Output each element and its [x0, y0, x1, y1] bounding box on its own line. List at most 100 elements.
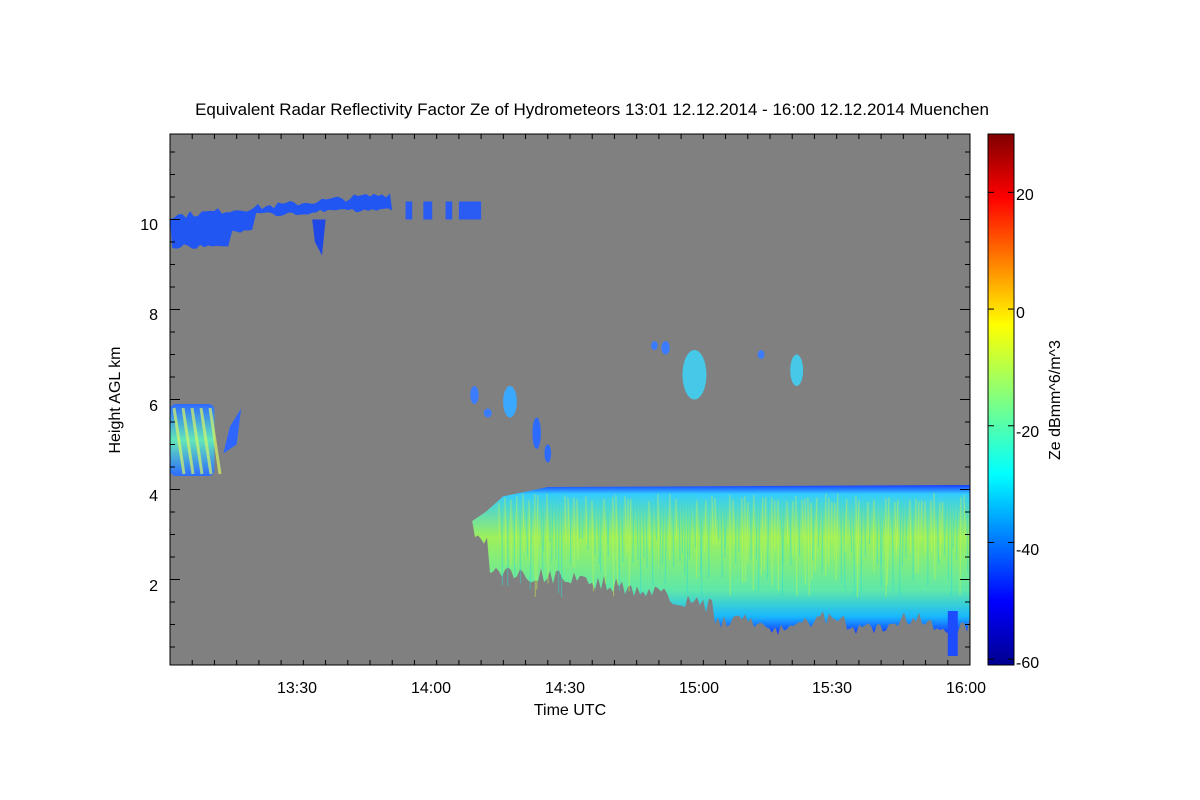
- fall-streak: [905, 496, 908, 559]
- y-tick-label: 6: [149, 398, 158, 415]
- fall-streak: [536, 494, 539, 590]
- cirrus-fragment-echo: [423, 201, 433, 220]
- fall-streak: [959, 497, 962, 595]
- fall-streak: [501, 502, 504, 586]
- fall-streak: [835, 493, 839, 581]
- mid-level-fragment-echo: [223, 408, 242, 454]
- fall-streak: [821, 499, 824, 573]
- fall-streak: [648, 501, 651, 551]
- fall-streak: [564, 495, 567, 543]
- fall-streak: [664, 497, 668, 584]
- generating-cell-echo: [532, 417, 541, 449]
- generating-cell-echo: [544, 444, 552, 463]
- fall-streak: [966, 494, 969, 573]
- fall-streak: [688, 494, 692, 560]
- fall-streak: [789, 495, 792, 566]
- fall-streak: [528, 500, 531, 562]
- x-tick-label: 15:30: [812, 680, 852, 697]
- fall-streak: [642, 500, 645, 558]
- fall-streak: [540, 495, 544, 571]
- fall-streak: [522, 493, 525, 552]
- cirrus-fragment-echo: [445, 201, 453, 220]
- fall-streak: [864, 500, 867, 557]
- fall-streak: [849, 502, 853, 552]
- fall-streak: [606, 496, 609, 557]
- fall-streak: [901, 493, 905, 567]
- generating-cell-echo: [682, 350, 707, 400]
- fall-streak: [675, 499, 678, 540]
- fall-streak: [909, 500, 912, 553]
- generating-cell-echo: [470, 386, 479, 404]
- fall-streak: [591, 500, 595, 592]
- fall-streak: [814, 497, 818, 572]
- fall-streak: [699, 500, 703, 597]
- x-tick-label: 15:00: [679, 680, 719, 697]
- cirrus-fragment-echo: [458, 201, 482, 220]
- fall-streak: [817, 500, 821, 548]
- fall-streak: [525, 502, 529, 557]
- fall-streak: [700, 499, 704, 572]
- surface-precip-echo: [947, 611, 958, 656]
- fall-streak: [894, 502, 898, 555]
- y-tick-label: 10: [140, 217, 158, 234]
- fall-streak: [550, 495, 554, 562]
- fall-streak: [952, 500, 956, 549]
- y-tick-label: 4: [149, 488, 158, 505]
- x-tick-label: 14:00: [411, 680, 451, 697]
- fall-streak: [581, 502, 584, 540]
- x-tick-labels: 13:30 14:00 14:30 15:00 15:30 16:00: [277, 680, 986, 697]
- fall-streak: [615, 494, 619, 585]
- fall-streak: [855, 495, 858, 567]
- y-axis-label: Height AGL km: [107, 346, 124, 453]
- fall-streak: [672, 500, 675, 567]
- generating-cell-echo: [790, 354, 804, 386]
- fall-streak: [933, 493, 936, 580]
- y-tick-labels: 2 4 6 8 10: [140, 217, 158, 595]
- axis-ticks: [169, 134, 971, 665]
- fall-streak: [741, 497, 744, 583]
- fall-streak: [618, 494, 620, 591]
- fall-streak: [711, 495, 714, 545]
- cell-streak: [199, 407, 213, 475]
- fall-streak: [868, 494, 872, 545]
- colorbar: [987, 133, 1015, 666]
- fall-streak: [896, 499, 899, 548]
- fall-streak: [681, 493, 684, 554]
- fall-streak: [639, 502, 642, 595]
- fall-streak: [723, 501, 726, 559]
- fall-streak: [786, 501, 789, 544]
- echo-layer: [170, 193, 970, 656]
- fall-streak: [760, 497, 764, 575]
- x-tick-label: 14:30: [545, 680, 585, 697]
- fall-streak: [840, 494, 843, 584]
- fall-streak: [657, 493, 661, 582]
- fall-streak: [632, 495, 635, 563]
- fall-streak: [898, 497, 902, 598]
- fall-streak: [781, 502, 785, 596]
- fall-streak: [891, 497, 894, 590]
- cell-streak: [190, 407, 204, 475]
- colorbar-tick-label: -40: [1016, 542, 1039, 559]
- fall-streak: [651, 501, 654, 587]
- fall-streak: [724, 500, 728, 548]
- fall-streak: [795, 496, 798, 596]
- fall-streak: [947, 493, 950, 580]
- fall-streak: [686, 493, 689, 593]
- fall-streak: [917, 501, 920, 574]
- fall-streak: [717, 500, 720, 540]
- fall-streak: [645, 502, 648, 568]
- generating-cell-echo: [661, 341, 670, 355]
- fall-streak: [852, 494, 856, 596]
- cell-streak: [208, 407, 222, 475]
- fall-streak: [661, 497, 665, 564]
- fall-streak: [515, 495, 518, 566]
- fall-streak: [659, 502, 662, 581]
- fall-streak: [757, 496, 761, 590]
- colorbar-tick-label: -60: [1016, 655, 1039, 672]
- fall-streak: [732, 499, 735, 547]
- fall-streak: [597, 501, 600, 564]
- fall-streak: [844, 499, 848, 553]
- fall-streak: [843, 495, 846, 590]
- fall-streak: [624, 496, 628, 555]
